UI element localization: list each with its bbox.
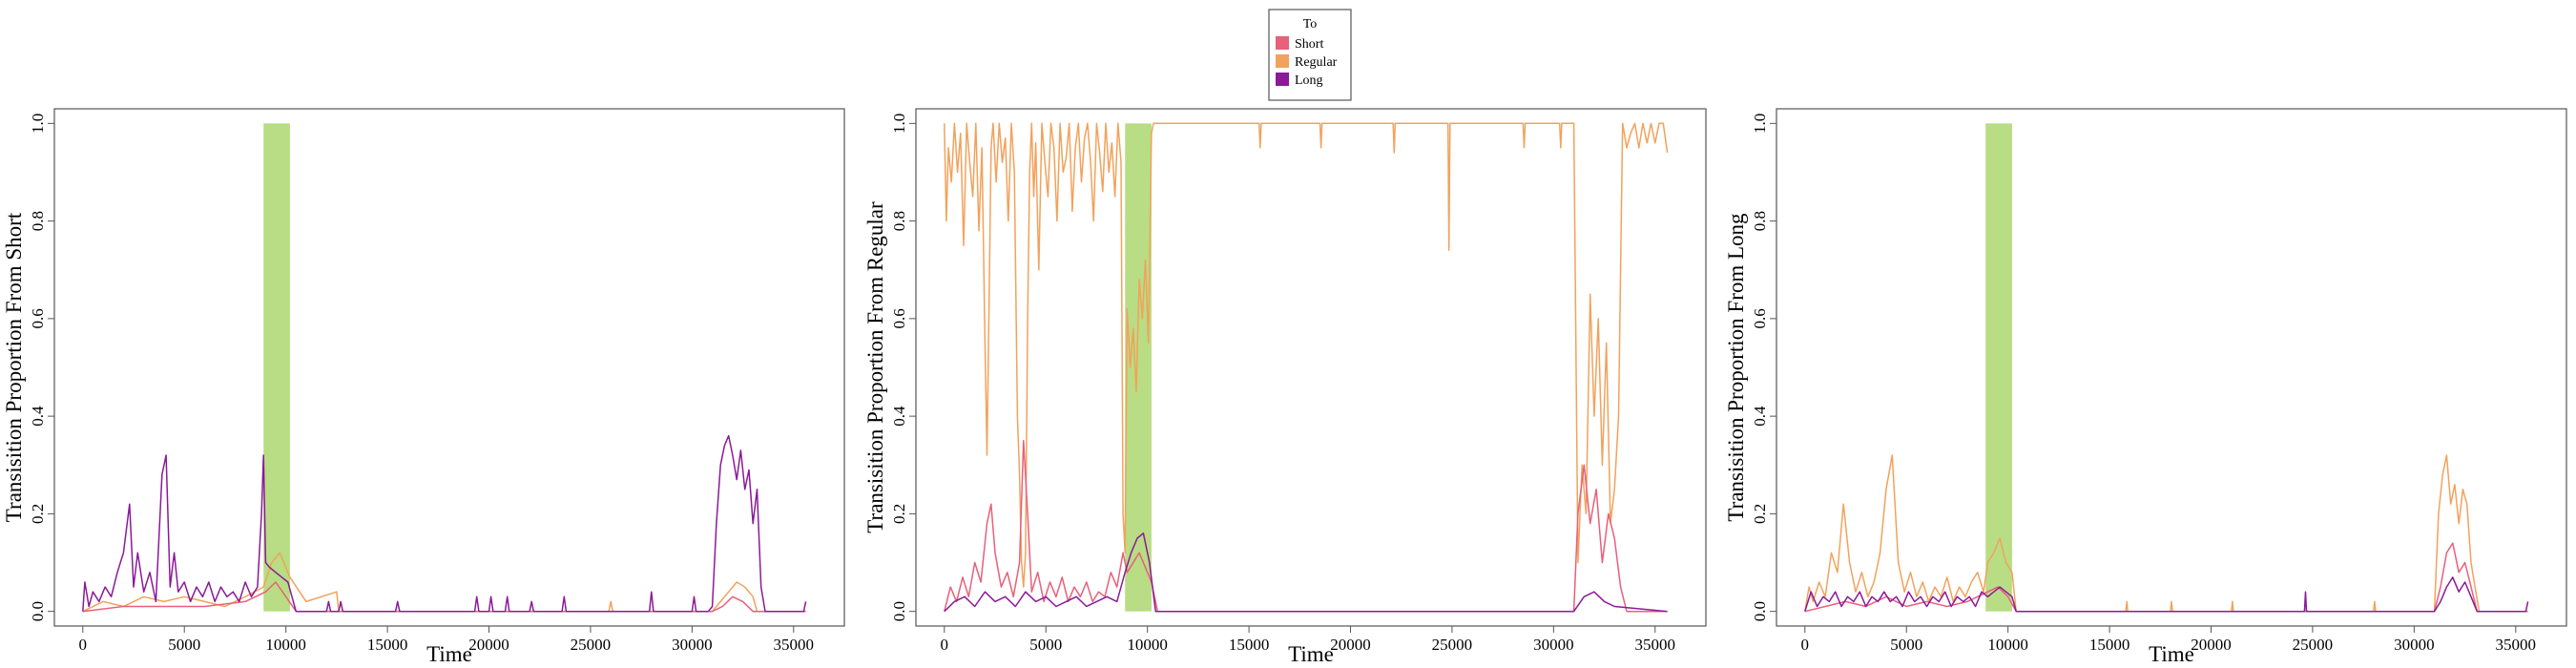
x-tick-label: 10000 [265,636,306,654]
y-tick-label: 0.0 [890,601,908,621]
series-line-0 [1804,454,2528,613]
plot-frame [1776,108,2567,627]
legend-label-short: Short [1295,37,1323,52]
series-line-0 [944,122,1669,588]
x-tick-label: 10000 [1127,636,1168,654]
x-tick-label: 35000 [774,636,815,654]
series-line-2 [1804,576,2529,613]
legend-swatch-regular [1276,54,1289,68]
y-tick-label: 0.2 [29,504,47,524]
y-tick-label: 0.2 [890,504,908,524]
x-tick-label: 20000 [2191,636,2232,654]
x-tick-label: 0 [1801,636,1810,654]
y-axis-label: Transisition Proportion From Long [1724,213,1748,522]
x-tick-label: 5000 [168,636,200,654]
y-tick-label: 0.2 [1751,504,1769,524]
x-axis-label: Time [2149,642,2194,666]
legend: To Short Regular Long [1268,9,1352,101]
panel-1: 0 5000 10000 15000 20000 25000 30000 35000 0.0 0.… [863,108,1707,666]
y-tick-label: 0.8 [890,211,908,231]
x-tick-label: 30000 [1533,636,1574,654]
y-tick-label: 1.0 [1751,114,1769,134]
x-tick-label: 20000 [1330,636,1371,654]
y-tick-label: 0.8 [1751,211,1769,231]
x-tick-label: 25000 [571,636,612,654]
legend-label-long: Long [1295,73,1323,88]
x-axis-label: Time [426,642,472,666]
y-tick-label: 0.6 [29,308,47,328]
x-axis-label: Time [1288,642,1334,666]
series-line-1 [82,581,806,613]
x-tick-label: 5000 [1029,636,1062,654]
y-tick-label: 0.8 [29,211,47,231]
panel-0: 0 5000 10000 15000 20000 25000 30000 35000 0.0 0.… [2,108,845,666]
x-tick-label: 20000 [468,636,509,654]
plot-frame [53,108,845,627]
x-tick-label: 25000 [1432,636,1473,654]
y-tick-label: 0.6 [890,308,908,328]
y-axis-label: Transisition Proportion From Regular [863,201,887,533]
y-tick-label: 0.4 [1751,406,1769,427]
series-line-2 [944,532,1668,613]
y-tick-label: 1.0 [29,114,47,134]
x-tick-label: 25000 [2293,636,2334,654]
legend-label-regular: Regular [1295,55,1338,70]
plot-frame [915,108,1707,627]
series-line-1 [1804,542,2528,613]
y-tick-label: 0.0 [29,601,47,621]
x-tick-label: 35000 [1635,636,1676,654]
y-tick-label: 0.6 [1751,308,1769,328]
x-tick-label: 10000 [1987,636,2028,654]
panels: 0 5000 10000 15000 20000 25000 30000 35000 0.0 0.… [2,108,2567,666]
x-tick-label: 30000 [672,636,713,654]
y-tick-label: 0.0 [1751,601,1769,621]
legend-swatch-long [1276,73,1289,86]
legend-swatch-short [1276,36,1289,50]
highlight-band [263,123,290,612]
x-tick-label: 5000 [1890,636,1922,654]
series-line-0 [82,552,806,613]
panel-2: 0 5000 10000 15000 20000 25000 30000 35000 0.0 0.… [1724,108,2567,666]
y-tick-label: 0.4 [29,406,47,427]
x-tick-label: 15000 [2089,636,2130,654]
y-tick-label: 0.4 [890,406,908,427]
series-line-2 [82,434,807,613]
x-tick-label: 30000 [2394,636,2435,654]
y-tick-label: 1.0 [890,114,908,134]
series-line-1 [944,439,1668,613]
legend-title: To [1303,17,1318,31]
x-tick-label: 0 [941,636,949,654]
x-tick-label: 15000 [367,636,408,654]
x-tick-label: 15000 [1229,636,1270,654]
highlight-band [1985,123,2012,612]
x-tick-label: 35000 [2496,636,2537,654]
x-tick-label: 0 [79,636,88,654]
y-axis-label: Transisition Proportion From Short [2,212,26,522]
